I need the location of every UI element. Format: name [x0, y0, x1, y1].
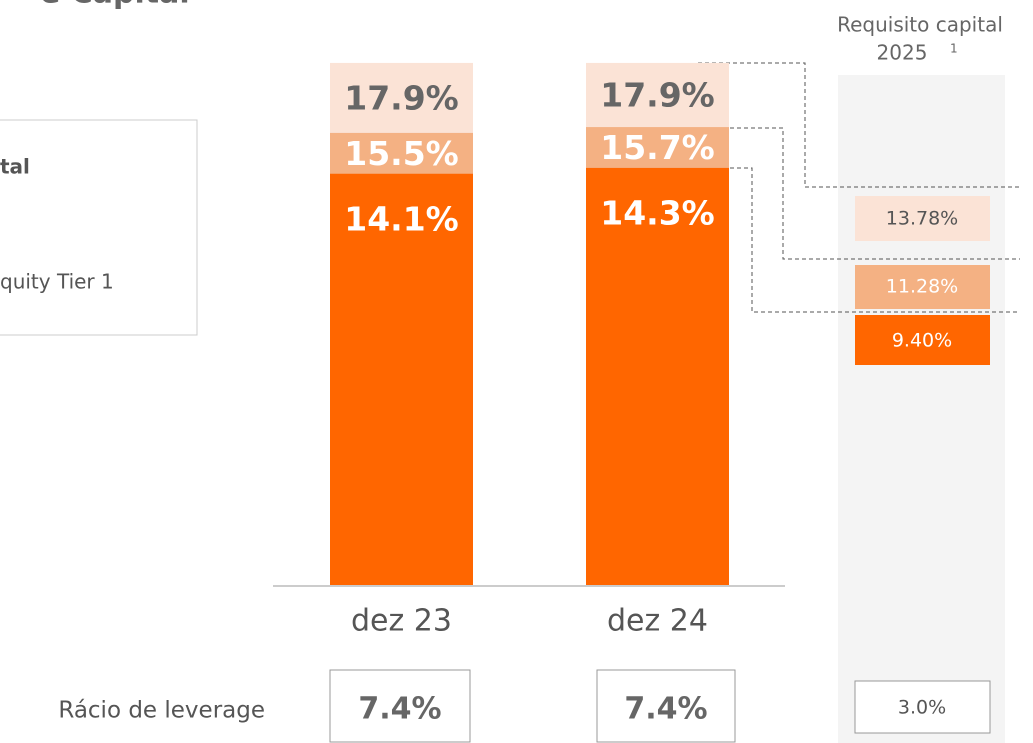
data-label: 15.5%: [344, 134, 459, 173]
leverage-box: [329, 669, 471, 743]
footnote-marker: 1: [950, 42, 958, 56]
legend-entry: quity Tier 1: [0, 270, 114, 294]
data-label: 17.9%: [344, 78, 459, 117]
data-label: 17.9%: [600, 76, 715, 115]
leverage-requirement: 3.0%: [898, 697, 946, 719]
x-tick-label: dez 23: [351, 604, 452, 639]
bar: [586, 167, 729, 585]
data-label: 14.3%: [600, 193, 715, 232]
leverage-value: 7.4%: [358, 692, 441, 727]
leverage-label: Rácio de leverage: [58, 698, 265, 724]
leverage-value: 7.4%: [624, 692, 707, 727]
requirement-label: 13.78%: [886, 208, 958, 230]
connectors: [698, 62, 1020, 313]
requirement-box: [855, 265, 990, 309]
leverage-box: [854, 680, 991, 734]
requirement-box: [855, 196, 990, 241]
requirement-column: [838, 75, 1005, 743]
data-label: 14.1%: [344, 199, 459, 238]
legend-entry: tal: [0, 155, 30, 179]
requirement-label: 9.40%: [892, 330, 952, 352]
data-label: 15.7%: [600, 128, 715, 167]
bar: [330, 173, 473, 585]
requirement-year: 2025: [877, 41, 928, 65]
title: e Capital: [40, 0, 190, 11]
requirement-box: [855, 315, 990, 365]
requirement-label: 11.28%: [886, 276, 958, 298]
leverage-box: [596, 669, 736, 743]
legend-box: [0, 119, 198, 336]
requirement-title: Requisito capital: [837, 13, 1003, 37]
x-tick-label: dez 24: [607, 604, 708, 639]
